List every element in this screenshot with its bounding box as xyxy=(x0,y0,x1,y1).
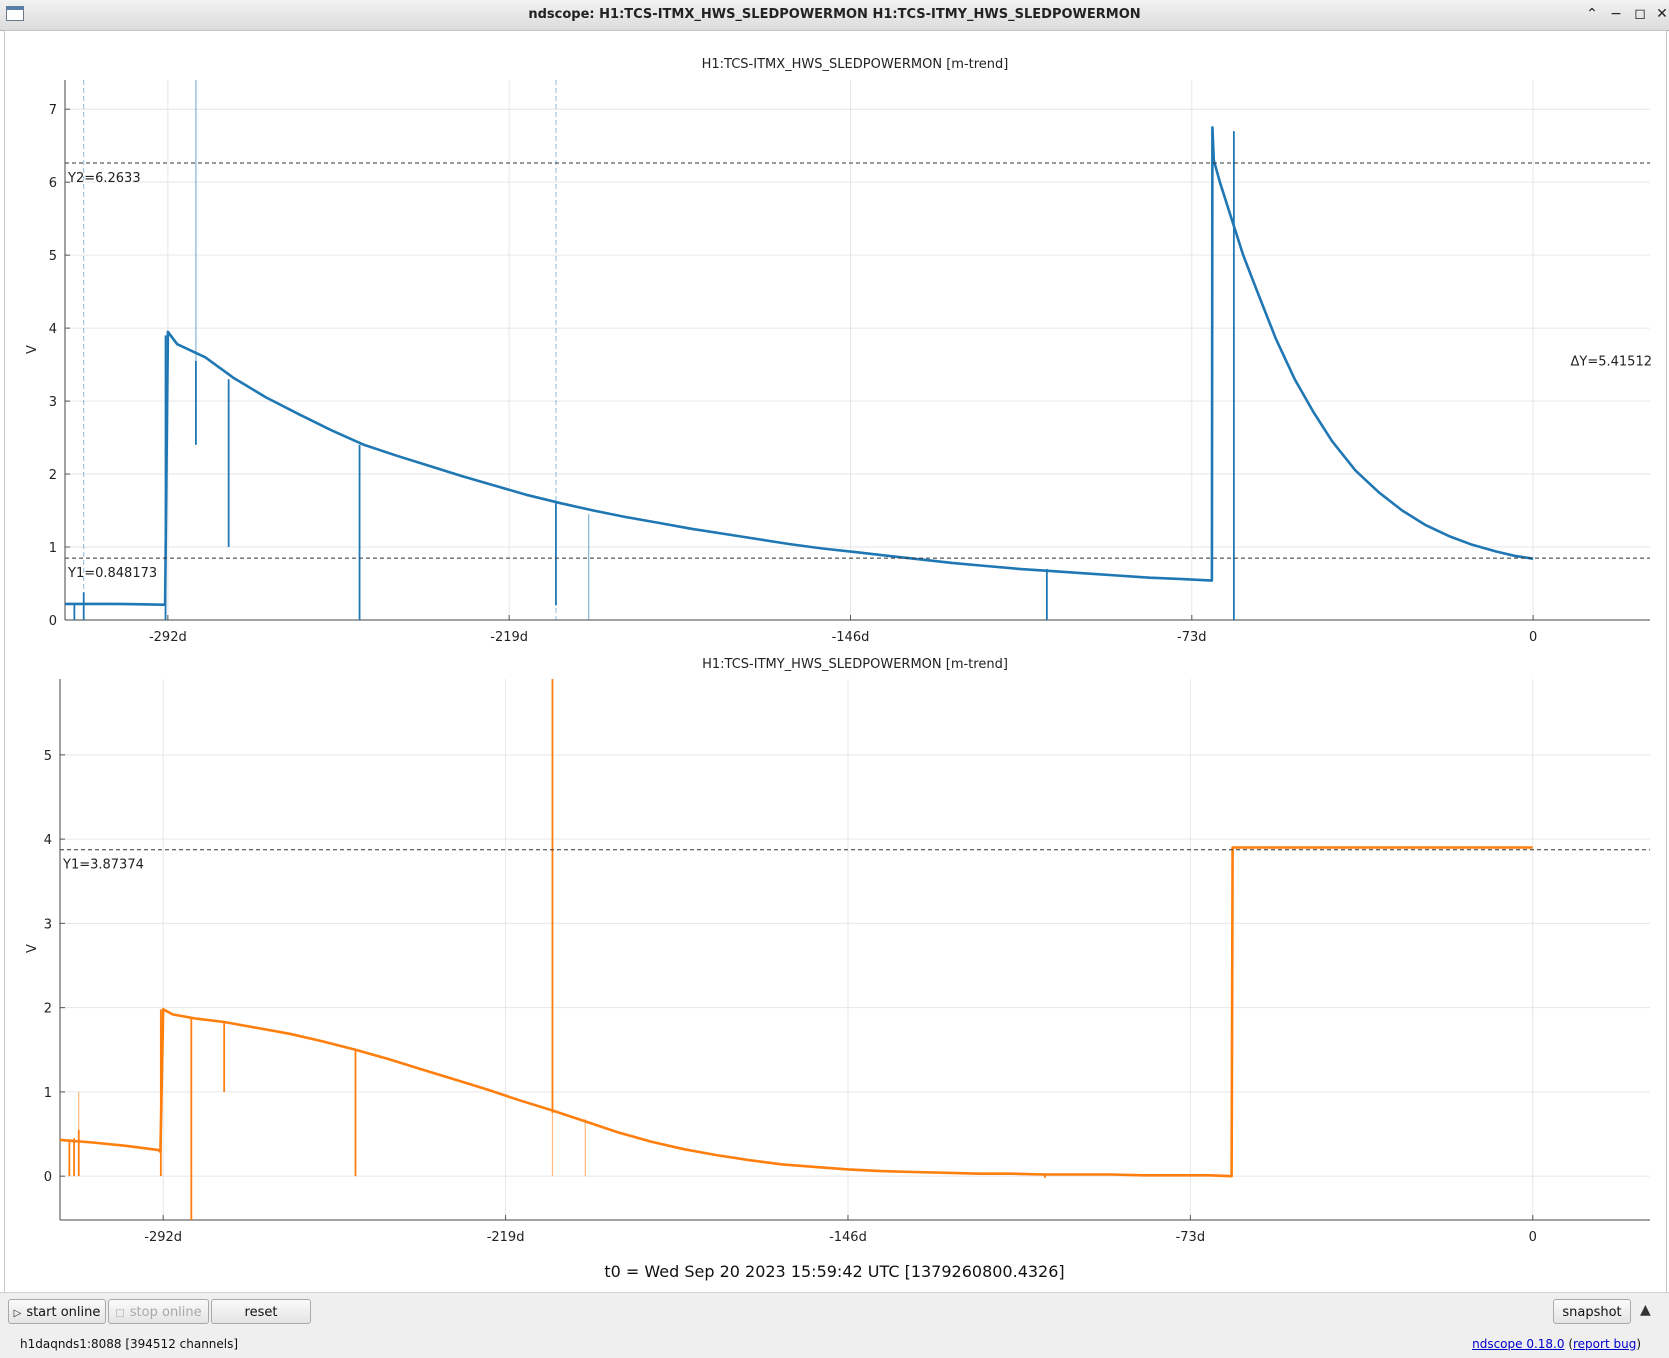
version-info: ndscope 0.18.0 (report bug) xyxy=(1472,1337,1641,1351)
stop-icon: □ xyxy=(115,1308,125,1319)
plot-1-y1-cursor-label: Y1=0.848173 xyxy=(67,566,157,581)
plot-1-y-tick-label: 0 xyxy=(49,614,57,629)
plot-1-y2-cursor-label: Y2=6.2633 xyxy=(67,171,141,186)
collapse-icon[interactable]: ⌃ xyxy=(1586,6,1598,22)
plot-1-x-tick-label: -292d xyxy=(149,630,187,645)
version-link[interactable]: ndscope 0.18.0 xyxy=(1472,1337,1565,1351)
plot-1-y-tick-label: 1 xyxy=(49,541,57,556)
plot-1-x-tick-label: -73d xyxy=(1177,630,1207,645)
plot-1-y-tick-label: 5 xyxy=(49,249,57,264)
plot-1-y-tick-label: 6 xyxy=(49,176,57,191)
window-title: ndscope: H1:TCS-ITMX_HWS_SLEDPOWERMON H1… xyxy=(528,7,1141,22)
plot-1-delta-y-label: ΔY=5.41512 xyxy=(1571,355,1653,370)
reset-button[interactable]: reset xyxy=(211,1299,311,1324)
report-bug-link[interactable]: report bug xyxy=(1573,1337,1637,1351)
snapshot-button[interactable]: snapshot xyxy=(1553,1299,1631,1324)
plot-1-x-tick-label: -146d xyxy=(832,630,870,645)
plot-1-title: H1:TCS-ITMX_HWS_SLEDPOWERMON [m-trend] xyxy=(701,57,1009,72)
app-window-icon[interactable] xyxy=(6,6,24,21)
plot-1-x-tick-label: -219d xyxy=(490,630,528,645)
start-online-label: start online xyxy=(26,1305,101,1320)
bottom-toolbar: ▷ start online □ stop online reset snapsho… xyxy=(0,1292,1669,1358)
plot-1-y-tick-label: 3 xyxy=(49,395,57,410)
plot-1-x-tick-label: 0 xyxy=(1529,630,1537,645)
plot-2-y-axis-label: V xyxy=(24,944,40,953)
plot-1-y-tick-label: 7 xyxy=(49,103,57,118)
t0-label: t0 = Wed Sep 20 2023 15:59:42 UTC [13792… xyxy=(604,1262,1065,1281)
start-online-button[interactable]: ▷ start online xyxy=(8,1299,106,1324)
play-icon: ▷ xyxy=(13,1308,22,1319)
stop-online-button[interactable]: □ stop online xyxy=(108,1299,209,1324)
server-status: h1daqnds1:8088 [394512 channels] xyxy=(20,1337,239,1351)
plot-2-title: H1:TCS-ITMY_HWS_SLEDPOWERMON [m-trend] xyxy=(702,657,1008,672)
plot-1-series-line xyxy=(65,126,1534,606)
expand-up-icon[interactable]: ▲ xyxy=(1640,1302,1651,1318)
stop-online-label: stop online xyxy=(129,1305,202,1320)
maximize-icon[interactable]: ◻ xyxy=(1634,6,1646,22)
plot-1-y-tick-label: 2 xyxy=(49,468,57,483)
close-icon[interactable]: ✕ xyxy=(1656,6,1668,22)
plot-1-y-tick-label: 4 xyxy=(49,322,57,337)
minimize-icon[interactable]: − xyxy=(1610,6,1622,22)
